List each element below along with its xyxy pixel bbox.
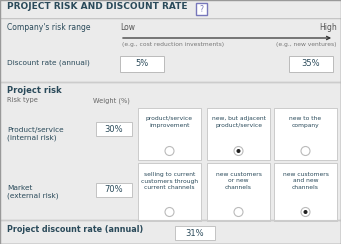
Text: Company's risk range: Company's risk range (7, 23, 90, 32)
FancyBboxPatch shape (274, 163, 337, 221)
FancyBboxPatch shape (289, 56, 333, 72)
Text: Discount rate (annual): Discount rate (annual) (7, 59, 90, 65)
Text: ?: ? (199, 4, 204, 13)
Text: Project discount rate (annual): Project discount rate (annual) (7, 225, 143, 234)
FancyBboxPatch shape (120, 56, 164, 72)
Text: new, but adjacent
product/service: new, but adjacent product/service (211, 116, 266, 128)
Text: Risk type: Risk type (7, 97, 38, 103)
Text: Weight (%): Weight (%) (93, 97, 130, 103)
Text: 5%: 5% (135, 60, 149, 69)
Text: selling to current
customers through
current channels: selling to current customers through cur… (141, 172, 198, 190)
Text: 70%: 70% (105, 185, 123, 194)
Circle shape (301, 207, 310, 216)
Text: Low: Low (120, 23, 135, 32)
Text: 30%: 30% (105, 124, 123, 133)
Text: new to the
company: new to the company (290, 116, 322, 128)
FancyBboxPatch shape (0, 0, 341, 18)
Circle shape (165, 146, 174, 155)
Text: (e.g., new ventures): (e.g., new ventures) (276, 42, 336, 47)
FancyBboxPatch shape (0, 83, 341, 220)
Text: new customers
and new
channels: new customers and new channels (283, 172, 328, 190)
Text: new customers
or new
channels: new customers or new channels (216, 172, 262, 190)
Text: Product/service
(internal risk): Product/service (internal risk) (7, 127, 64, 141)
FancyBboxPatch shape (207, 108, 270, 160)
FancyBboxPatch shape (175, 226, 215, 240)
FancyBboxPatch shape (274, 108, 337, 160)
Circle shape (234, 207, 243, 216)
Text: product/service
improvement: product/service improvement (146, 116, 193, 128)
Circle shape (301, 146, 310, 155)
Circle shape (234, 146, 243, 155)
Text: 31%: 31% (186, 228, 204, 237)
Text: 35%: 35% (302, 60, 320, 69)
Text: (e.g., cost reduction investments): (e.g., cost reduction investments) (122, 42, 224, 47)
FancyBboxPatch shape (0, 19, 341, 82)
Text: Project risk: Project risk (7, 86, 62, 95)
FancyBboxPatch shape (207, 163, 270, 221)
FancyBboxPatch shape (138, 108, 201, 160)
Text: PROJECT RISK AND DISCOUNT RATE: PROJECT RISK AND DISCOUNT RATE (7, 2, 188, 11)
FancyBboxPatch shape (96, 122, 132, 136)
Text: High: High (319, 23, 337, 32)
Circle shape (303, 210, 308, 214)
Circle shape (165, 207, 174, 216)
Circle shape (236, 149, 240, 153)
Text: Market
(external risk): Market (external risk) (7, 185, 59, 199)
FancyBboxPatch shape (96, 183, 132, 197)
FancyBboxPatch shape (196, 3, 207, 15)
FancyBboxPatch shape (0, 221, 341, 244)
FancyBboxPatch shape (138, 163, 201, 221)
